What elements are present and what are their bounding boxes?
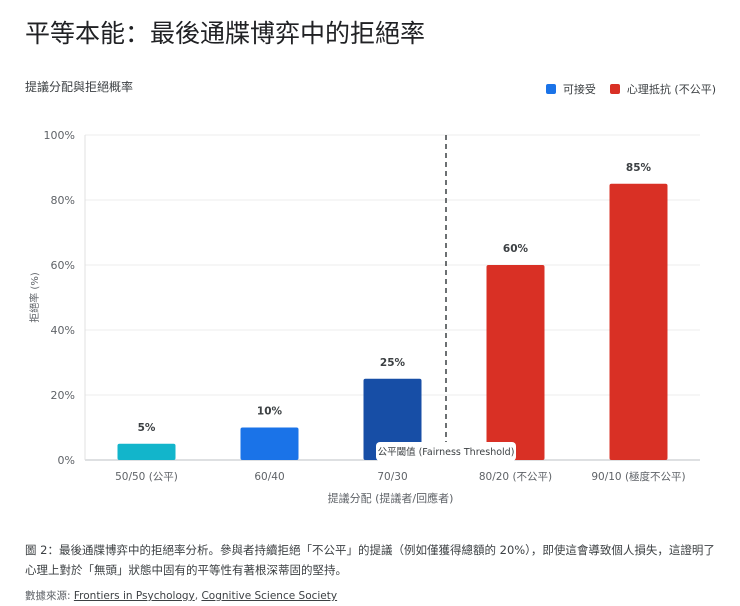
- bar: [240, 427, 299, 460]
- source-prefix: 數據來源:: [25, 590, 74, 602]
- y-tick-label: 40%: [51, 324, 75, 337]
- legend-item-unfair: 心理抵抗 (不公平): [609, 81, 716, 97]
- x-axis-title: 提議分配 (提議者/回應者): [328, 491, 454, 505]
- x-tick-label: 70/30: [377, 471, 407, 483]
- legend-label: 心理抵抗 (不公平): [626, 83, 716, 96]
- threshold-label-box: [376, 442, 516, 461]
- bar: [363, 378, 422, 460]
- legend-label: 可接受: [562, 83, 596, 96]
- data-label: 25%: [380, 357, 406, 369]
- legend-swatch: [609, 84, 620, 94]
- source-link-frontiers[interactable]: Frontiers in Psychology: [73, 590, 195, 602]
- bar: [486, 265, 545, 460]
- y-tick-label: 80%: [51, 194, 75, 207]
- x-tick-label: 60/40: [254, 471, 284, 483]
- data-label: 10%: [257, 406, 283, 418]
- source-separator: ,: [194, 590, 202, 602]
- y-tick-label: 60%: [51, 259, 75, 272]
- y-tick-label: 20%: [51, 389, 75, 402]
- source-link-cogsci[interactable]: Cognitive Science Society: [201, 590, 338, 602]
- data-label: 85%: [626, 162, 652, 174]
- y-tick-label: 100%: [44, 129, 75, 142]
- chart-title: 提議分配與拒絕概率: [25, 80, 134, 94]
- page-title: 平等本能：最後通牒博弈中的拒絕率: [25, 19, 426, 48]
- legend: 可接受 心理抵抗 (不公平): [545, 81, 716, 97]
- x-tick-label: 80/20 (不公平): [479, 471, 552, 483]
- threshold-label: 公平閾值 (Fairness Threshold): [378, 446, 515, 458]
- data-label: 5%: [138, 422, 156, 434]
- y-axis-title: 拒絕率 (%): [28, 272, 41, 323]
- bar: [117, 443, 176, 460]
- x-tick-label: 90/10 (極度不公平): [591, 470, 685, 483]
- figure-caption: 圖 2：最後通牒博弈中的拒絕率分析。參與者持續拒絕「不公平」的提議（例如僅獲得總…: [25, 543, 715, 577]
- bar: [609, 183, 668, 460]
- legend-swatch: [545, 84, 556, 94]
- x-tick-label: 50/50 (公平): [115, 471, 178, 483]
- bar-chart: 0% 20% 40% 60% 80% 100% 5% 50/50 (公平) 10% 60/40 25…: [28, 129, 700, 505]
- legend-item-acceptable: 可接受: [545, 81, 596, 97]
- data-source: 數據來源: Frontiers in Psychology, Cognitive…: [25, 588, 337, 603]
- data-label: 60%: [503, 243, 529, 255]
- y-tick-label: 0%: [58, 454, 75, 467]
